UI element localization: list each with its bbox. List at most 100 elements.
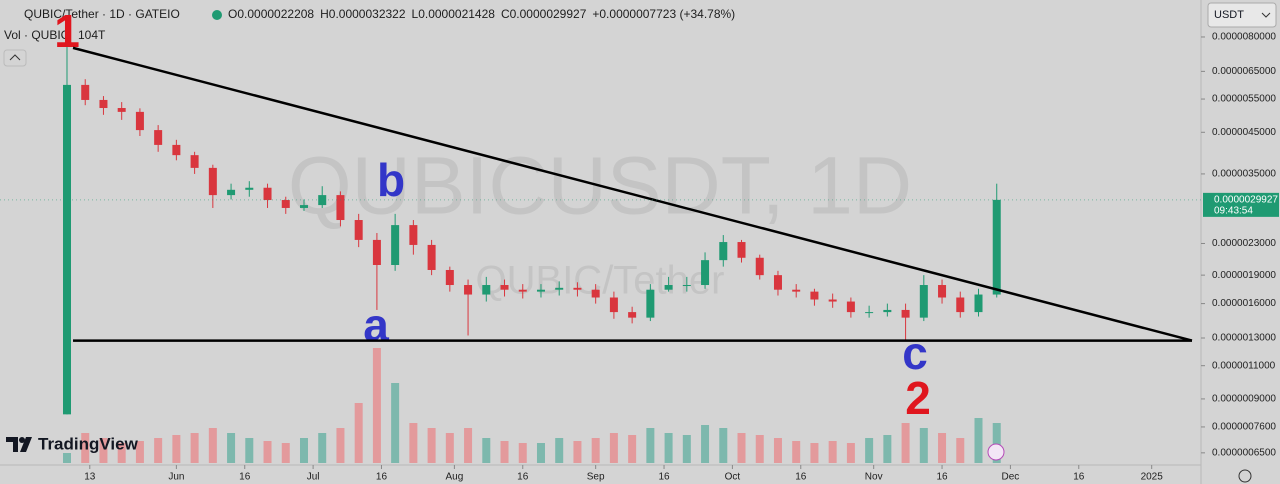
ohlc-value: +0.0000007723 (+34.78%) — [592, 7, 735, 21]
volume-bar — [956, 438, 965, 463]
y-tick-label: 0.0000013000 — [1212, 333, 1276, 344]
x-tick-label: 16 — [239, 472, 251, 483]
candle-body — [701, 260, 710, 286]
volume-bar — [299, 438, 308, 463]
volume-bar — [464, 428, 473, 463]
annotation: c — [902, 327, 928, 379]
x-tick-label: Nov — [865, 472, 883, 483]
candle-body — [719, 242, 728, 261]
volume-value: 104T — [78, 28, 106, 42]
candle-body — [281, 200, 290, 208]
candle-body — [208, 167, 217, 196]
volume-bar — [318, 433, 327, 463]
volume-bar — [263, 441, 272, 463]
plot — [62, 45, 1001, 463]
candle-body — [792, 289, 801, 292]
volume-bar — [773, 438, 782, 463]
candle-body — [992, 199, 1001, 295]
x-tick-label: Aug — [445, 472, 463, 483]
volume-bar — [372, 348, 381, 463]
y-tick-label: 0.0000065000 — [1212, 66, 1276, 77]
volume-bar — [62, 453, 71, 463]
candle-body — [628, 312, 637, 318]
volume-bar — [391, 383, 400, 463]
candle-body — [974, 294, 983, 313]
ohlc-value: 0.0000021428 — [418, 7, 495, 21]
candle-body — [901, 309, 910, 318]
candle-body — [62, 84, 71, 415]
volume-bar — [682, 435, 691, 463]
candle-body — [117, 108, 126, 112]
last-price-tag — [1203, 192, 1279, 217]
x-tick-label: 16 — [376, 472, 388, 483]
volume-bar — [281, 443, 290, 463]
settings-icon[interactable] — [1238, 469, 1252, 483]
ohlc: O 0.0000022208 H 0.0000032322 L 0.0000021428 C… — [228, 7, 735, 21]
logo-icon — [6, 437, 32, 452]
candle-body — [263, 187, 272, 201]
candle-body — [299, 205, 308, 208]
ohlc-key: C — [501, 7, 510, 21]
x-tick-label: Sep — [587, 472, 605, 483]
volume-bar — [591, 438, 600, 463]
y-tick-label: 0.0000019000 — [1212, 270, 1276, 281]
volume-bar — [482, 438, 491, 463]
last-price: 0.0000029927 — [1214, 195, 1278, 206]
volume-bar — [919, 428, 928, 463]
ohlc-value: 0.0000029927 — [510, 7, 587, 21]
volume-bar — [135, 441, 144, 463]
candle-body — [318, 195, 327, 206]
volume-bar — [409, 423, 418, 463]
candle-body — [555, 287, 564, 290]
candle-body — [755, 257, 764, 276]
candle-body — [227, 189, 236, 196]
candle-body — [846, 301, 855, 313]
candle-body — [135, 111, 144, 131]
y-tick-label: 0.0000035000 — [1212, 169, 1276, 180]
volume-bar — [883, 435, 892, 463]
volume-bar — [664, 433, 673, 463]
candle-body — [354, 220, 363, 240]
volume-label: Vol · QUBIC — [4, 28, 70, 42]
candle-body — [956, 297, 965, 313]
volume-bar — [701, 425, 710, 463]
candle-body — [391, 225, 400, 265]
candle-body — [482, 285, 491, 295]
logo-text: TradingView — [38, 434, 139, 453]
collapse-button[interactable] — [3, 49, 27, 67]
volume-bar — [518, 443, 527, 463]
candle-body — [409, 225, 418, 245]
y-tick-label: 0.0000055000 — [1212, 94, 1276, 105]
y-tick-label: 0.0000009000 — [1212, 394, 1276, 405]
candle-body — [737, 242, 746, 258]
ohlc-key: O — [228, 7, 237, 21]
x-tick-label: 13 — [84, 472, 96, 483]
annotation: 2 — [905, 372, 931, 424]
x-tick-label: 16 — [658, 472, 670, 483]
x-tick-label: Jun — [168, 472, 184, 483]
volume-bar — [573, 441, 582, 463]
volume-bar — [427, 428, 436, 463]
volume-bar — [117, 443, 126, 463]
status-dot — [212, 10, 222, 20]
volume-bar — [901, 423, 910, 463]
candle-body — [609, 297, 618, 313]
currency-select[interactable] — [1207, 2, 1277, 28]
alert-icon[interactable] — [987, 443, 1005, 461]
volume-bar — [336, 428, 345, 463]
y-tick-label: 0.0000023000 — [1212, 238, 1276, 249]
candle-body — [81, 84, 90, 100]
ohlc-key: L — [412, 7, 419, 21]
candle-body — [518, 289, 527, 292]
y-tick-label: 0.0000016000 — [1212, 298, 1276, 309]
candle-body — [573, 287, 582, 290]
volume-bar — [354, 403, 363, 463]
volume-bar — [737, 433, 746, 463]
volume-bar — [828, 441, 837, 463]
volume-bar — [500, 441, 509, 463]
volume-bar — [172, 435, 181, 463]
logo-dot — [19, 437, 25, 443]
candle-body — [664, 285, 673, 290]
